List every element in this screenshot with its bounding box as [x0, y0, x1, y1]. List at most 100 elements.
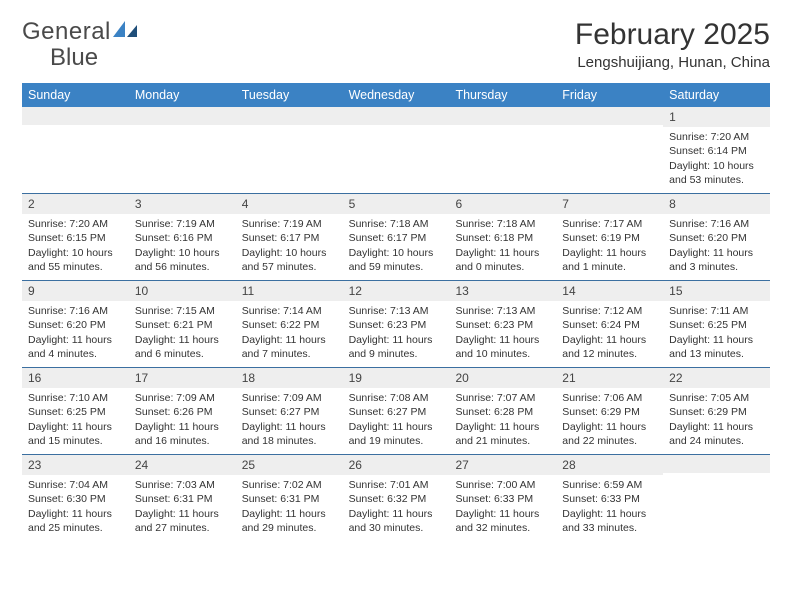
day-number: 17	[129, 368, 236, 388]
day-body	[236, 125, 343, 134]
day-number: 9	[22, 281, 129, 301]
daylight-text: Daylight: 11 hours and 25 minutes.	[28, 507, 123, 535]
sunrise-text: Sunrise: 7:05 AM	[669, 391, 764, 405]
day-number: 14	[556, 281, 663, 301]
sunset-text: Sunset: 6:20 PM	[669, 231, 764, 245]
day-number: 11	[236, 281, 343, 301]
day-number: 18	[236, 368, 343, 388]
day-number: 28	[556, 455, 663, 475]
daylight-text: Daylight: 11 hours and 9 minutes.	[349, 333, 444, 361]
weekday-header: Tuesday	[236, 83, 343, 107]
sunrise-text: Sunrise: 7:01 AM	[349, 478, 444, 492]
logo-text-general: General	[22, 18, 111, 46]
sunrise-text: Sunrise: 7:10 AM	[28, 391, 123, 405]
daylight-text: Daylight: 11 hours and 1 minute.	[562, 246, 657, 274]
weekday-header: Wednesday	[343, 83, 450, 107]
daylight-text: Daylight: 11 hours and 16 minutes.	[135, 420, 230, 448]
day-number	[343, 107, 450, 125]
day-body: Sunrise: 7:16 AMSunset: 6:20 PMDaylight:…	[663, 214, 770, 280]
daylight-text: Daylight: 11 hours and 21 minutes.	[455, 420, 550, 448]
day-number: 15	[663, 281, 770, 301]
sunset-text: Sunset: 6:18 PM	[455, 231, 550, 245]
sunset-text: Sunset: 6:20 PM	[28, 318, 123, 332]
daylight-text: Daylight: 10 hours and 57 minutes.	[242, 246, 337, 274]
sunset-text: Sunset: 6:24 PM	[562, 318, 657, 332]
daylight-text: Daylight: 11 hours and 27 minutes.	[135, 507, 230, 535]
sunrise-text: Sunrise: 7:14 AM	[242, 304, 337, 318]
day-body: Sunrise: 7:14 AMSunset: 6:22 PMDaylight:…	[236, 301, 343, 367]
week-row: 1Sunrise: 7:20 AMSunset: 6:14 PMDaylight…	[22, 107, 770, 193]
day-number: 23	[22, 455, 129, 475]
weeks-container: 1Sunrise: 7:20 AMSunset: 6:14 PMDaylight…	[22, 107, 770, 541]
sunset-text: Sunset: 6:33 PM	[562, 492, 657, 506]
month-title: February 2025	[575, 18, 770, 52]
daylight-text: Daylight: 11 hours and 4 minutes.	[28, 333, 123, 361]
day-body: Sunrise: 7:12 AMSunset: 6:24 PMDaylight:…	[556, 301, 663, 367]
day-cell	[449, 107, 556, 193]
header: General February 2025 Lengshuijiang, Hun…	[22, 18, 770, 71]
sunset-text: Sunset: 6:32 PM	[349, 492, 444, 506]
day-number	[22, 107, 129, 125]
logo-sail-icon	[113, 18, 139, 46]
day-number: 22	[663, 368, 770, 388]
day-body	[343, 125, 450, 134]
day-cell: 14Sunrise: 7:12 AMSunset: 6:24 PMDayligh…	[556, 281, 663, 367]
day-number	[449, 107, 556, 125]
day-number: 24	[129, 455, 236, 475]
sunrise-text: Sunrise: 7:16 AM	[669, 217, 764, 231]
sunrise-text: Sunrise: 7:00 AM	[455, 478, 550, 492]
day-number: 2	[22, 194, 129, 214]
day-number: 4	[236, 194, 343, 214]
sunset-text: Sunset: 6:31 PM	[135, 492, 230, 506]
day-body	[129, 125, 236, 134]
weekday-header: Thursday	[449, 83, 556, 107]
day-body: Sunrise: 6:59 AMSunset: 6:33 PMDaylight:…	[556, 475, 663, 541]
sunrise-text: Sunrise: 6:59 AM	[562, 478, 657, 492]
sunset-text: Sunset: 6:30 PM	[28, 492, 123, 506]
day-cell: 4Sunrise: 7:19 AMSunset: 6:17 PMDaylight…	[236, 194, 343, 280]
daylight-text: Daylight: 11 hours and 15 minutes.	[28, 420, 123, 448]
calendar-page: General February 2025 Lengshuijiang, Hun…	[0, 0, 792, 559]
day-number: 12	[343, 281, 450, 301]
sunrise-text: Sunrise: 7:02 AM	[242, 478, 337, 492]
sunset-text: Sunset: 6:17 PM	[349, 231, 444, 245]
day-number	[663, 455, 770, 473]
day-cell	[129, 107, 236, 193]
day-body: Sunrise: 7:11 AMSunset: 6:25 PMDaylight:…	[663, 301, 770, 367]
title-block: February 2025 Lengshuijiang, Hunan, Chin…	[575, 18, 770, 71]
sunset-text: Sunset: 6:29 PM	[669, 405, 764, 419]
sunrise-text: Sunrise: 7:04 AM	[28, 478, 123, 492]
day-body: Sunrise: 7:13 AMSunset: 6:23 PMDaylight:…	[449, 301, 556, 367]
weekday-header: Sunday	[22, 83, 129, 107]
daylight-text: Daylight: 11 hours and 7 minutes.	[242, 333, 337, 361]
sunrise-text: Sunrise: 7:15 AM	[135, 304, 230, 318]
sunset-text: Sunset: 6:17 PM	[242, 231, 337, 245]
sunset-text: Sunset: 6:27 PM	[349, 405, 444, 419]
day-body: Sunrise: 7:20 AMSunset: 6:15 PMDaylight:…	[22, 214, 129, 280]
day-cell: 27Sunrise: 7:00 AMSunset: 6:33 PMDayligh…	[449, 455, 556, 541]
day-cell: 22 Sunrise: 7:05 AMSunset: 6:29 PMDayligh…	[663, 368, 770, 454]
day-number: 19	[343, 368, 450, 388]
day-body: Sunrise: 7:18 AMSunset: 6:17 PMDaylight:…	[343, 214, 450, 280]
daylight-text: Daylight: 11 hours and 12 minutes.	[562, 333, 657, 361]
day-body: Sunrise: 7:10 AMSunset: 6:25 PMDaylight:…	[22, 388, 129, 454]
daylight-text: Daylight: 11 hours and 13 minutes.	[669, 333, 764, 361]
day-cell: 23 Sunrise: 7:04 AMSunset: 6:30 PMDayligh…	[22, 455, 129, 541]
sunset-text: Sunset: 6:33 PM	[455, 492, 550, 506]
day-cell	[236, 107, 343, 193]
sunset-text: Sunset: 6:25 PM	[669, 318, 764, 332]
day-body: Sunrise: 7:15 AMSunset: 6:21 PMDaylight:…	[129, 301, 236, 367]
daylight-text: Daylight: 11 hours and 24 minutes.	[669, 420, 764, 448]
day-body: Sunrise: 7:07 AMSunset: 6:28 PMDaylight:…	[449, 388, 556, 454]
day-number	[236, 107, 343, 125]
daylight-text: Daylight: 11 hours and 3 minutes.	[669, 246, 764, 274]
day-body	[556, 125, 663, 134]
day-body: Sunrise: 7:19 AMSunset: 6:17 PMDaylight:…	[236, 214, 343, 280]
logo: General	[22, 18, 139, 46]
day-cell: 5Sunrise: 7:18 AMSunset: 6:17 PMDaylight…	[343, 194, 450, 280]
day-number: 27	[449, 455, 556, 475]
sunset-text: Sunset: 6:25 PM	[28, 405, 123, 419]
day-body: Sunrise: 7:08 AMSunset: 6:27 PMDaylight:…	[343, 388, 450, 454]
day-body: Sunrise: 7:13 AMSunset: 6:23 PMDaylight:…	[343, 301, 450, 367]
day-cell: 15Sunrise: 7:11 AMSunset: 6:25 PMDayligh…	[663, 281, 770, 367]
